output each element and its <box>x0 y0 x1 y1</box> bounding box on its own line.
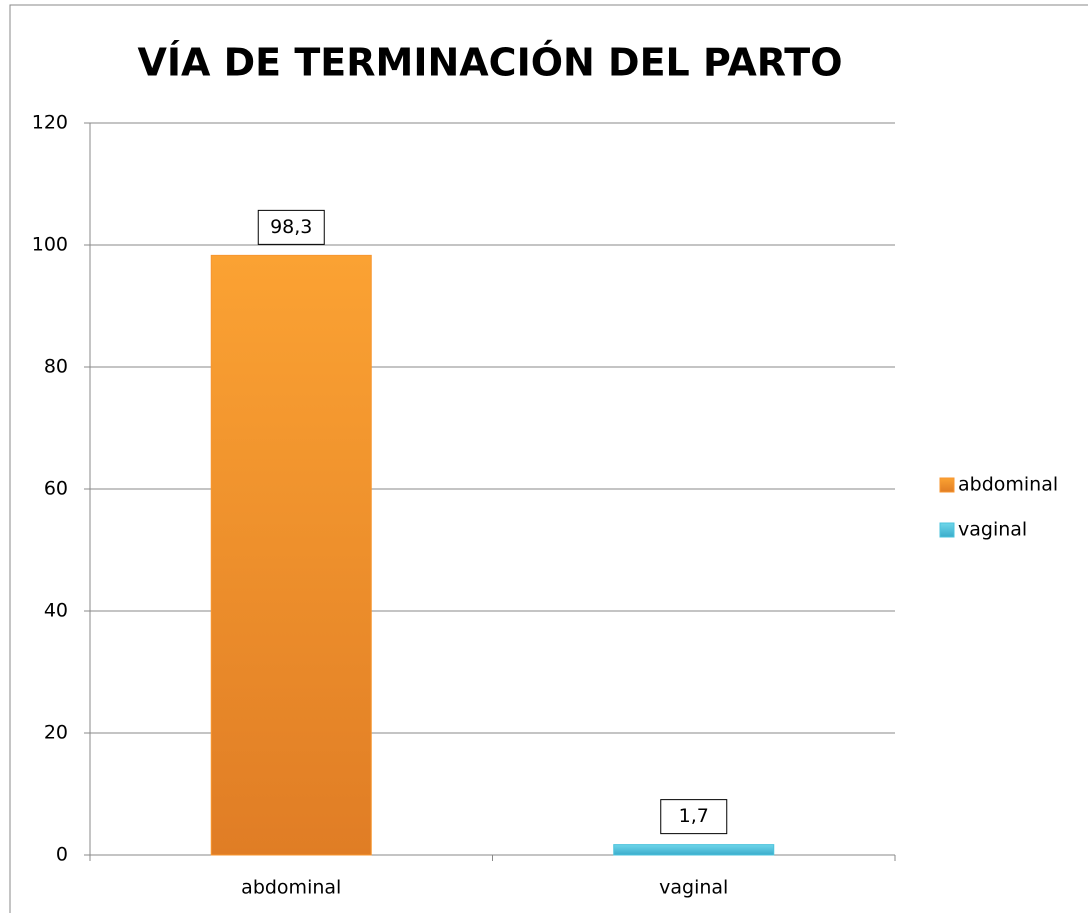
legend-label: abdominal <box>958 474 1058 496</box>
y-tick-label: 80 <box>44 356 68 378</box>
bar <box>210 254 372 856</box>
data-label: 98,3 <box>270 216 312 238</box>
data-label-box <box>660 799 728 835</box>
legend-swatch <box>939 477 955 493</box>
legend-label: vaginal <box>958 519 1027 541</box>
y-tick-label: 120 <box>32 112 68 134</box>
y-tick-label: 20 <box>44 722 68 744</box>
chart-frame <box>9 4 1088 913</box>
chart-title: VÍA DE TERMINACIÓN DEL PARTO <box>137 41 842 85</box>
x-tick-label: abdominal <box>241 877 341 899</box>
x-tick-label: vaginal <box>659 877 728 899</box>
data-label: 1,7 <box>679 805 709 827</box>
legend-swatch <box>939 522 955 538</box>
y-tick-label: 0 <box>56 844 68 866</box>
y-tick-label: 40 <box>44 600 68 622</box>
bar <box>613 844 775 856</box>
data-label-box <box>257 209 325 245</box>
y-tick-label: 100 <box>32 234 68 256</box>
y-tick-label: 60 <box>44 478 68 500</box>
